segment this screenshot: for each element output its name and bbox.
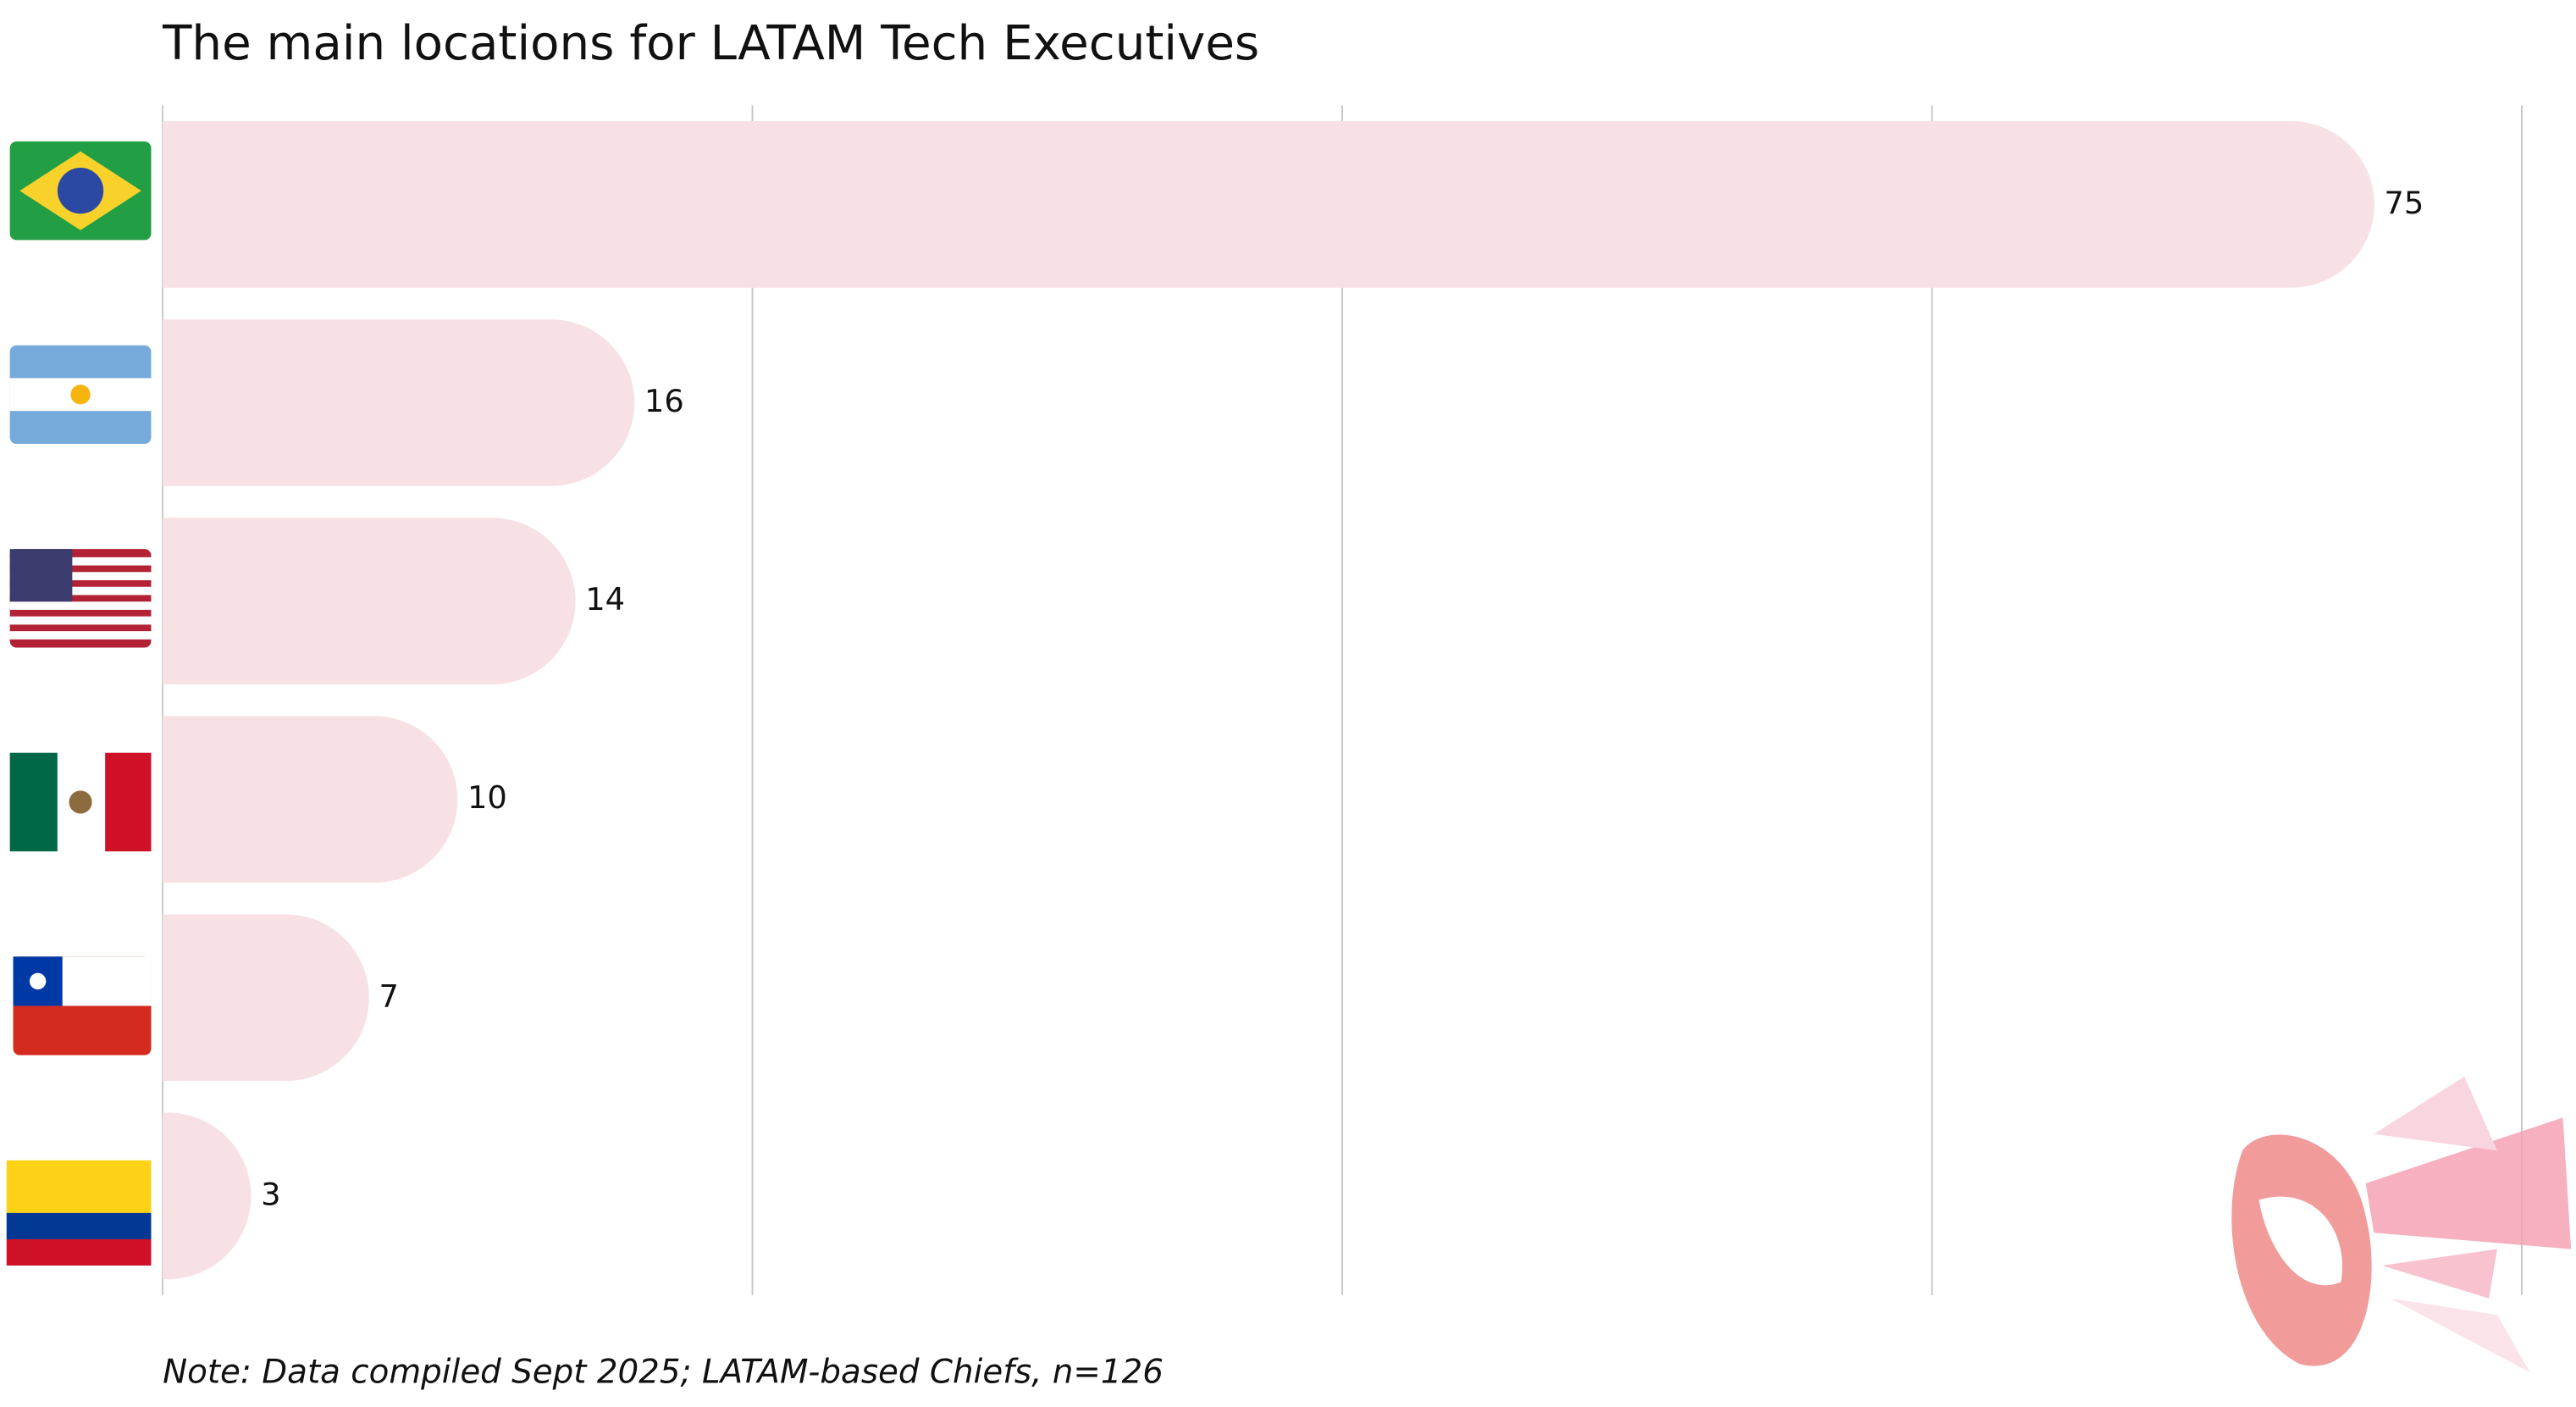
bar	[163, 518, 576, 684]
flag-brazil	[9, 141, 152, 241]
value-label: 75	[2384, 185, 2424, 221]
value-label: 3	[261, 1176, 280, 1212]
chart-title: The main locations for LATAM Tech Execut…	[162, 16, 1259, 71]
value-label: 14	[585, 581, 625, 618]
note: Note: Data compiled Sept 2025; LATAM-bas…	[163, 1354, 1164, 1392]
flag-usa	[9, 549, 152, 648]
bar	[163, 121, 2374, 288]
bar	[163, 914, 369, 1082]
flag-chile	[13, 956, 152, 1055]
flag-argentina	[9, 345, 152, 444]
value-label: 7	[379, 978, 398, 1014]
bar	[163, 1112, 252, 1280]
flag-colombia	[6, 1160, 152, 1266]
bar	[163, 319, 635, 486]
flag-mexico	[9, 752, 152, 852]
bars: 75 16 14 10 7 3	[163, 121, 2424, 1280]
value-label: 16	[644, 383, 684, 419]
value-label: 10	[467, 779, 507, 816]
bar	[163, 716, 458, 883]
illustration	[2231, 1076, 2572, 1373]
grid	[162, 105, 2523, 1295]
